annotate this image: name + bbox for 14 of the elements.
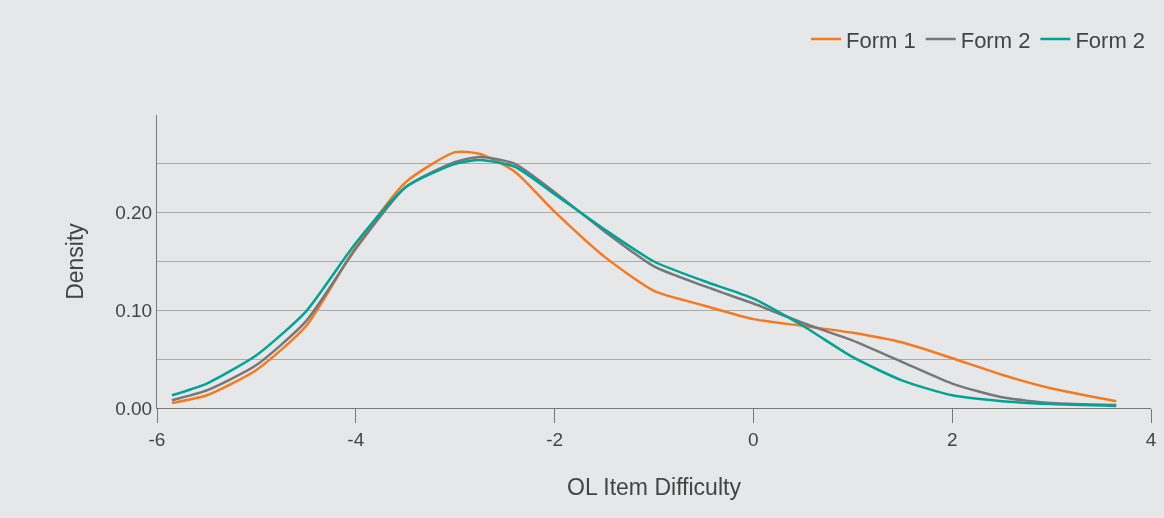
legend-label: Form 1 [846,27,916,53]
x-tick-label: 0 [748,428,759,450]
y-tick-label: 0.10 [115,299,153,321]
x-tick-label: -6 [148,428,166,450]
x-tick-label: 4 [1145,428,1157,450]
x-tick-label: -4 [347,428,365,450]
y-axis-title: Density [61,222,88,300]
legend-label: Form 2 [1075,27,1146,53]
y-tick-label: 0.20 [115,202,153,224]
x-axis-title: OL Item Difficulty [567,474,742,501]
x-tick-label: -2 [546,428,564,450]
legend-label: Form 2 [960,27,1031,53]
x-tick-label: 2 [946,428,958,450]
y-tick-label: 0.00 [115,397,153,419]
